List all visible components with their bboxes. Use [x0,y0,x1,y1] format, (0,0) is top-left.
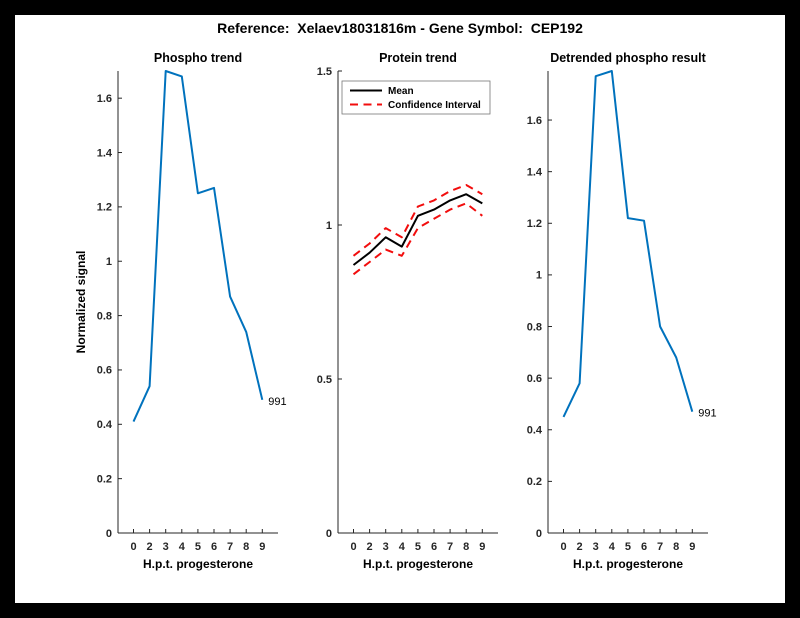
x-tick-label: 0 [560,541,566,553]
x-axis-label: H.p.t. progesterone [573,557,683,571]
x-tick-label: 5 [625,541,631,553]
x-tick-label: 5 [195,541,201,553]
y-tick-label: 1.2 [97,202,112,214]
x-tick-label: 3 [593,541,599,553]
series-mean [352,193,483,266]
series-confidence-interval-lower [352,202,483,276]
y-tick-label: 1.4 [97,147,113,159]
series-confidence-interval-upper [352,184,483,257]
x-tick-label: 6 [211,541,217,553]
y-axis-label: Normalized signal [74,251,88,354]
x-tick-label: 4 [399,541,406,553]
subplot-title: Detrended phospho result [550,51,706,65]
legend-label: Confidence Interval [388,100,481,111]
series-detrended-phospho-signal [562,70,694,418]
y-tick-label: 1.5 [317,66,332,78]
x-tick-label: 7 [227,541,233,553]
y-tick-label: 1.6 [527,115,542,127]
y-tick-label: 0 [326,528,332,540]
legend-box [341,80,491,115]
x-tick-label: 2 [367,541,373,553]
y-tick-label: 0.2 [97,473,112,485]
y-tick-label: 0.2 [527,476,542,488]
x-tick-label: 0 [350,541,356,553]
y-tick-label: 0.8 [97,310,112,322]
y-tick-label: 0.5 [317,374,332,386]
y-tick-label: 0.4 [97,419,113,431]
series-end-label: 991 [698,408,716,420]
y-tick-label: 1.4 [527,166,543,178]
figure-title: Reference: Xelaev18031816m - Gene Symbol… [217,20,583,36]
x-tick-label: 8 [673,541,679,553]
series-phospho-signal [132,70,264,423]
y-tick-label: 1 [326,220,332,232]
figure-canvas: Reference: Xelaev18031816m - Gene Symbol… [15,15,785,603]
x-tick-label: 9 [259,541,265,553]
x-tick-label: 7 [447,541,453,553]
x-axis-label: H.p.t. progesterone [143,557,253,571]
x-tick-label: 4 [609,541,616,553]
x-tick-label: 7 [657,541,663,553]
subplot-title: Phospho trend [154,51,242,65]
x-tick-label: 3 [163,541,169,553]
subplot-phospho-trend: 00.20.40.60.811.21.41.60 2 3 4 5 6 7 8 9Phospho … [74,51,287,571]
y-tick-label: 0.6 [527,373,542,385]
y-tick-label: 0.8 [527,321,542,333]
x-tick-label: 3 [383,541,389,553]
x-tick-label: 5 [415,541,421,553]
x-tick-label: 8 [463,541,469,553]
x-tick-label: 9 [479,541,485,553]
y-tick-label: 1.2 [527,218,542,230]
x-tick-label: 9 [689,541,695,553]
x-tick-label: 6 [431,541,437,553]
x-tick-label: 2 [577,541,583,553]
y-tick-label: 0.6 [97,365,112,377]
subplot-detrended-phospho-result: 00.20.40.60.811.21.41.60 2 3 4 5 6 7 8 9Detrende… [527,51,717,571]
y-tick-label: 1 [106,256,112,268]
y-tick-label: 1.6 [97,93,112,105]
y-tick-label: 0.4 [527,425,543,437]
x-tick-label: 8 [243,541,249,553]
charts-svg: 00.20.40.60.811.21.41.60 2 3 4 5 6 7 8 9Phospho … [74,51,717,571]
x-tick-label: 4 [179,541,186,553]
x-tick-label: 6 [641,541,647,553]
legend-label: Mean [388,86,414,97]
y-tick-label: 0 [536,528,542,540]
y-tick-label: 1 [536,270,542,282]
series-end-label: 991 [268,396,286,408]
x-axis-label: H.p.t. progesterone [363,557,473,571]
x-tick-label: 2 [147,541,153,553]
legend: Mean Confidence Interval [341,80,491,115]
x-tick-label: 0 [130,541,136,553]
y-tick-label: 0 [106,528,112,540]
subplot-title: Protein trend [379,51,457,65]
